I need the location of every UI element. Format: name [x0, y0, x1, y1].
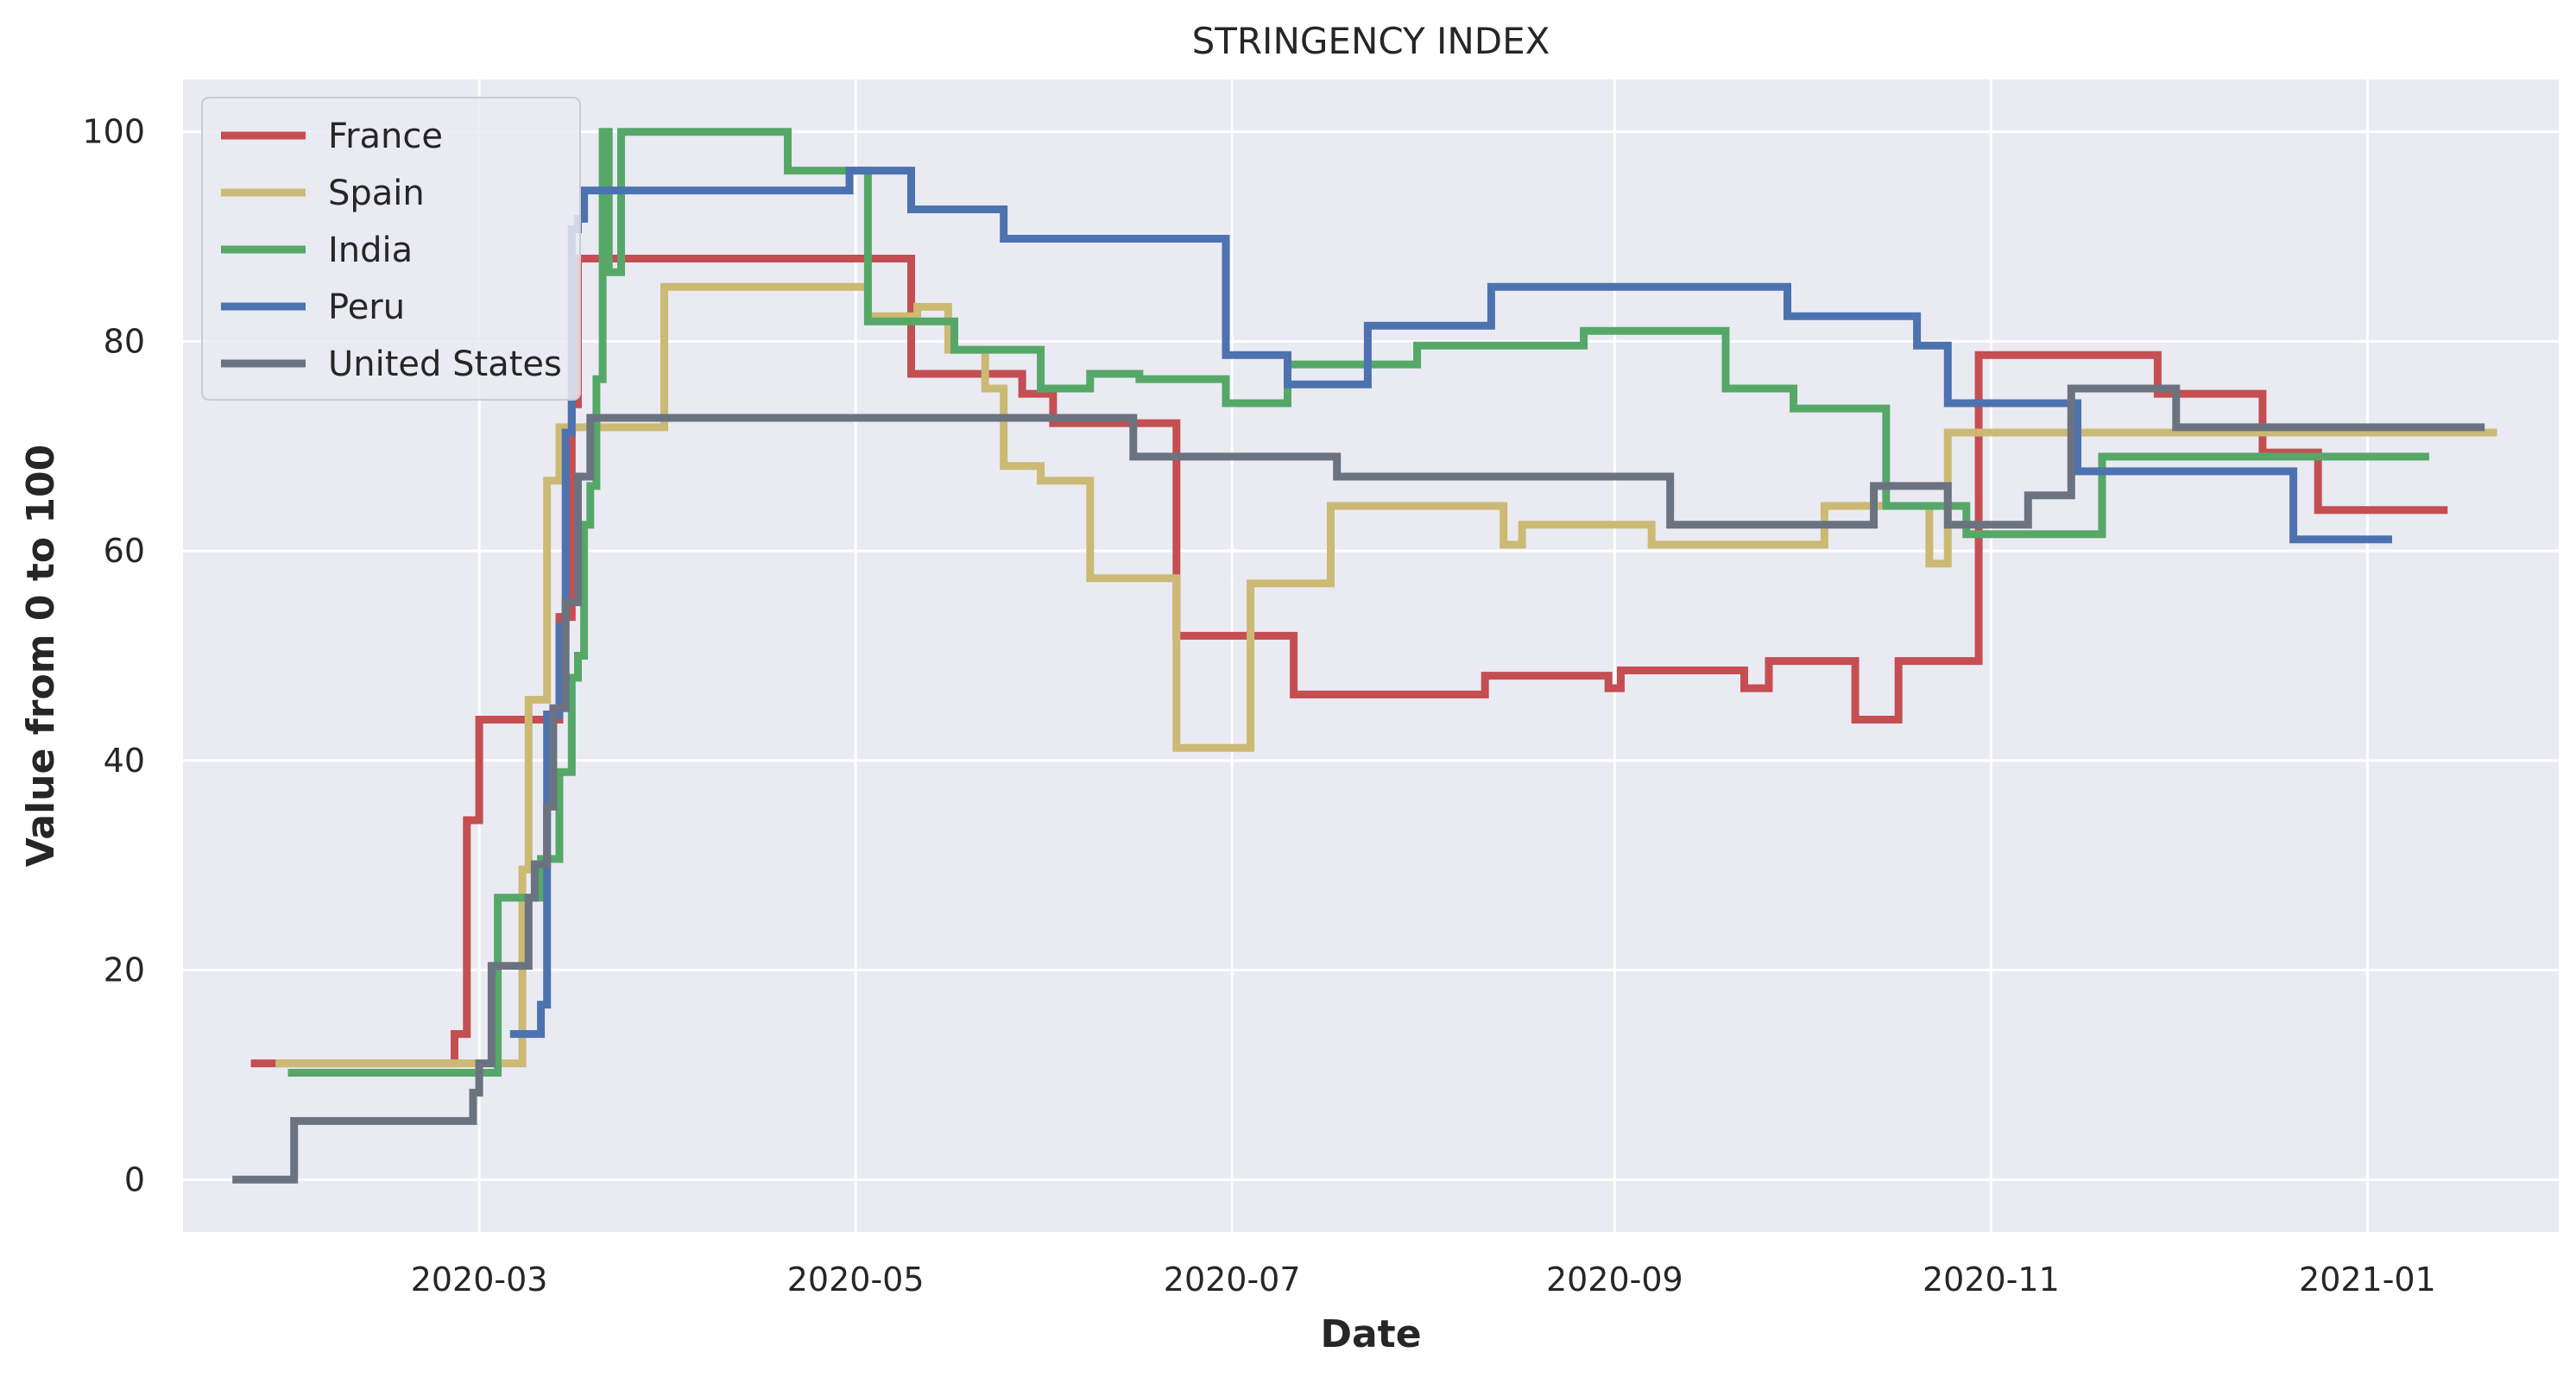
- x-tick-label: 2020-09: [1546, 1261, 1683, 1299]
- legend-label: France: [328, 117, 443, 156]
- chart-title: STRINGENCY INDEX: [1192, 20, 1550, 62]
- tick-labels: 0 20 40 60 80 100 2020-03 2020-05 2020-07 2020-09…: [82, 113, 2435, 1299]
- y-axis-label: Value from 0 to 100: [19, 445, 63, 868]
- series-line-spain: [275, 282, 2497, 1068]
- y-tick-label: 80: [104, 322, 145, 360]
- x-tick-label: 2021-01: [2299, 1261, 2436, 1299]
- x-tick-label: 2020-07: [1164, 1261, 1301, 1299]
- legend-box: [201, 97, 581, 401]
- series-line-united-states: [232, 384, 2485, 1184]
- y-tick-label: 100: [82, 113, 145, 151]
- y-tick-label: 0: [124, 1160, 145, 1198]
- legend-label: Peru: [328, 288, 405, 327]
- y-tick-label: 60: [104, 532, 145, 570]
- legend-label: Spain: [328, 174, 425, 213]
- x-axis-label: Date: [1320, 1312, 1421, 1356]
- y-tick-label: 20: [104, 951, 145, 989]
- legend: France Spain India Peru United States: [201, 97, 581, 401]
- x-tick-label: 2020-05: [787, 1261, 925, 1299]
- x-tick-label: 2020-11: [1923, 1261, 2060, 1299]
- y-tick-label: 40: [104, 742, 145, 780]
- legend-label: India: [328, 231, 413, 270]
- x-tick-label: 2020-03: [411, 1261, 548, 1299]
- series-line-india: [287, 128, 2429, 1077]
- series-layer: [232, 128, 2497, 1184]
- legend-label: United States: [328, 344, 562, 384]
